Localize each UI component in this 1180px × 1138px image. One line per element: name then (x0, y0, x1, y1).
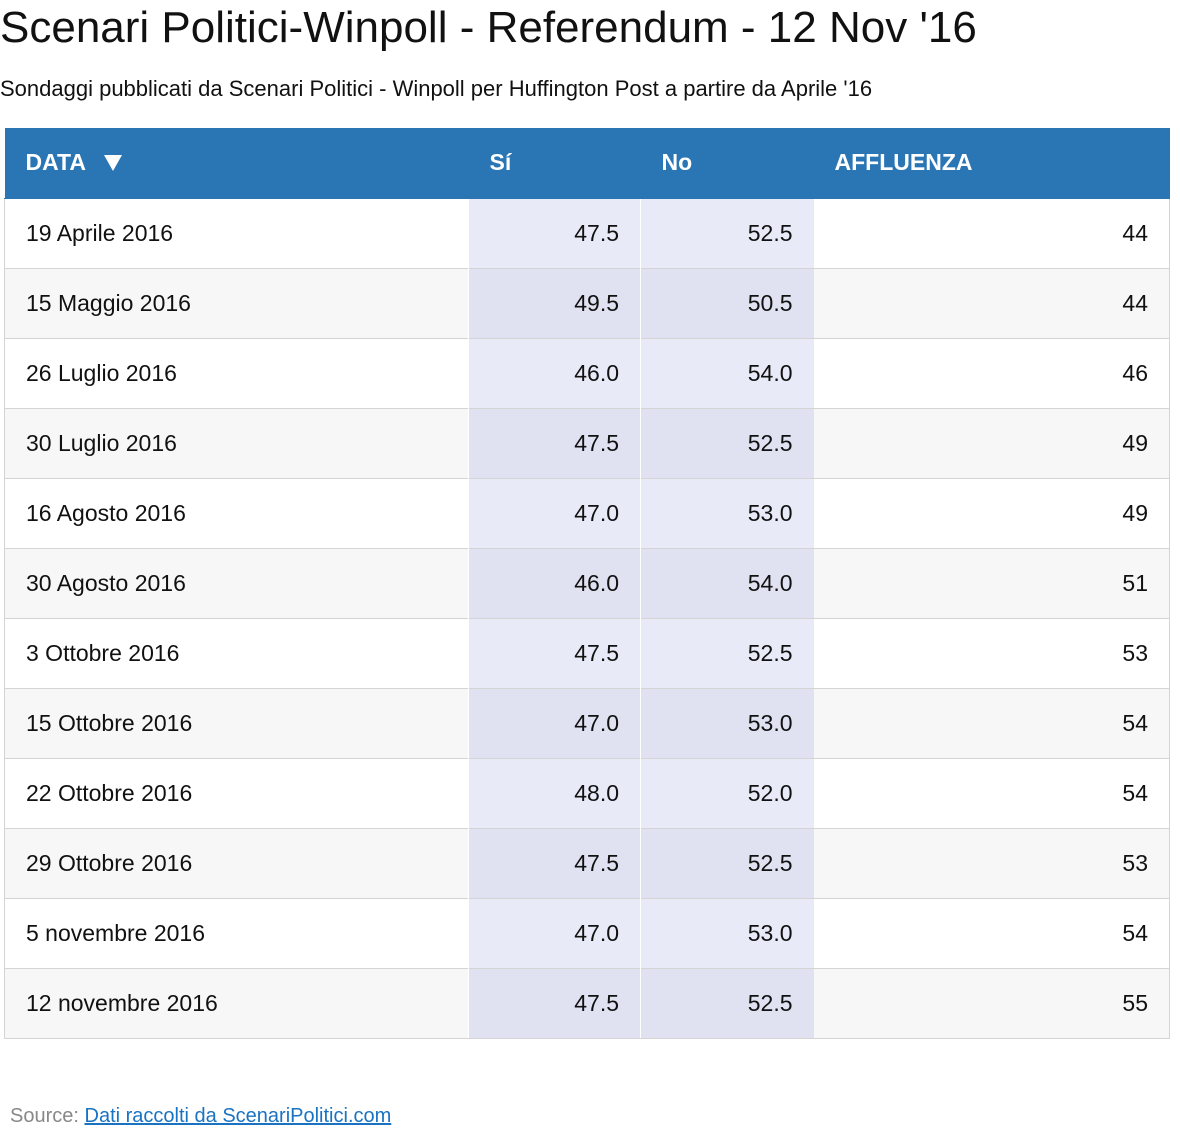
cell-affluenza: 54 (813, 687, 1170, 758)
table-row: 30 Luglio 2016 47.5 52.5 49 (4, 407, 1170, 478)
table-row: 16 Agosto 2016 47.0 53.0 49 (4, 477, 1170, 548)
table-row: 15 Ottobre 2016 47.0 53.0 54 (4, 687, 1170, 758)
cell-no: 54.0 (640, 337, 814, 408)
cell-affluenza: 51 (813, 547, 1170, 618)
column-header-affluenza[interactable]: AFFLUENZA (813, 128, 1170, 199)
cell-no: 52.5 (640, 967, 814, 1039)
table-row: 26 Luglio 2016 46.0 54.0 46 (4, 337, 1170, 408)
cell-data: 12 novembre 2016 (4, 967, 469, 1039)
cell-si: 47.5 (468, 617, 641, 688)
source-line: Source: Dati raccolti da ScenariPolitici… (10, 1102, 391, 1130)
cell-data: 22 Ottobre 2016 (4, 757, 469, 828)
cell-data: 19 Aprile 2016 (4, 197, 469, 268)
cell-no: 52.5 (640, 197, 814, 268)
cell-affluenza: 44 (813, 197, 1170, 268)
cell-affluenza: 53 (813, 617, 1170, 688)
column-header-label: AFFLUENZA (834, 149, 973, 176)
source-link[interactable]: Dati raccolti da ScenariPolitici.com (84, 1105, 392, 1127)
cell-no: 50.5 (640, 267, 814, 338)
table-row: 19 Aprile 2016 47.5 52.5 44 (4, 197, 1170, 268)
cell-si: 46.0 (468, 337, 641, 408)
cell-data: 15 Ottobre 2016 (4, 687, 469, 758)
cell-si: 47.0 (468, 687, 641, 758)
column-header-si[interactable]: Sí (468, 128, 641, 199)
cell-data: 16 Agosto 2016 (4, 477, 469, 548)
cell-si: 48.0 (468, 757, 641, 828)
table-row: 29 Ottobre 2016 47.5 52.5 53 (4, 827, 1170, 898)
cell-no: 52.5 (640, 617, 814, 688)
cell-affluenza: 46 (813, 337, 1170, 408)
column-header-label: Sí (489, 149, 512, 176)
cell-no: 53.0 (640, 897, 814, 968)
cell-data: 5 novembre 2016 (4, 897, 469, 968)
triangle-down-icon[interactable] (103, 155, 122, 172)
column-header-data[interactable]: DATA (4, 128, 469, 199)
cell-data: 30 Luglio 2016 (4, 407, 469, 478)
cell-no: 53.0 (640, 687, 814, 758)
cell-no: 52.5 (640, 827, 814, 898)
page-title: Scenari Politici-Winpoll - Referendum - … (0, 3, 977, 52)
cell-affluenza: 55 (813, 967, 1170, 1039)
column-header-label: DATA (25, 149, 86, 176)
table-body: 19 Aprile 2016 47.5 52.5 44 15 Maggio 2016 49… (4, 197, 1170, 1039)
cell-no: 52.0 (640, 757, 814, 828)
cell-si: 47.5 (468, 407, 641, 478)
cell-affluenza: 49 (813, 407, 1170, 478)
source-label: Source: (10, 1105, 79, 1127)
table-row: 12 novembre 2016 47.5 52.5 55 (4, 967, 1170, 1039)
cell-si: 47.0 (468, 477, 641, 548)
cell-no: 53.0 (640, 477, 814, 548)
cell-affluenza: 54 (813, 757, 1170, 828)
cell-data: 15 Maggio 2016 (4, 267, 469, 338)
cell-no: 52.5 (640, 407, 814, 478)
cell-no: 54.0 (640, 547, 814, 618)
cell-si: 47.0 (468, 897, 641, 968)
table-row: 5 novembre 2016 47.0 53.0 54 (4, 897, 1170, 968)
cell-si: 49.5 (468, 267, 641, 338)
table-header-row: DATA Sí No AFFLUENZA (4, 128, 1170, 199)
cell-affluenza: 54 (813, 897, 1170, 968)
column-header-no[interactable]: No (640, 128, 814, 199)
table-row: 15 Maggio 2016 49.5 50.5 44 (4, 267, 1170, 338)
cell-affluenza: 49 (813, 477, 1170, 548)
column-header-label: No (661, 149, 693, 176)
page-subtitle: Sondaggi pubblicati da Scenari Politici … (0, 76, 873, 101)
table-row: 3 Ottobre 2016 47.5 52.5 53 (4, 617, 1170, 688)
poll-table-container: DATA Sí No AFFLUENZA 19 Aprile 2016 47.5 5… (4, 128, 1170, 1039)
cell-affluenza: 53 (813, 827, 1170, 898)
cell-si: 47.5 (468, 827, 641, 898)
table-row: 22 Ottobre 2016 48.0 52.0 54 (4, 757, 1170, 828)
cell-si: 47.5 (468, 197, 641, 268)
cell-affluenza: 44 (813, 267, 1170, 338)
cell-data: 3 Ottobre 2016 (4, 617, 469, 688)
cell-data: 29 Ottobre 2016 (4, 827, 469, 898)
poll-table: DATA Sí No AFFLUENZA 19 Aprile 2016 47.5 5… (4, 128, 1170, 1039)
table-row: 30 Agosto 2016 46.0 54.0 51 (4, 547, 1170, 618)
cell-data: 30 Agosto 2016 (4, 547, 469, 618)
cell-data: 26 Luglio 2016 (4, 337, 469, 408)
cell-si: 46.0 (468, 547, 641, 618)
cell-si: 47.5 (468, 967, 641, 1039)
